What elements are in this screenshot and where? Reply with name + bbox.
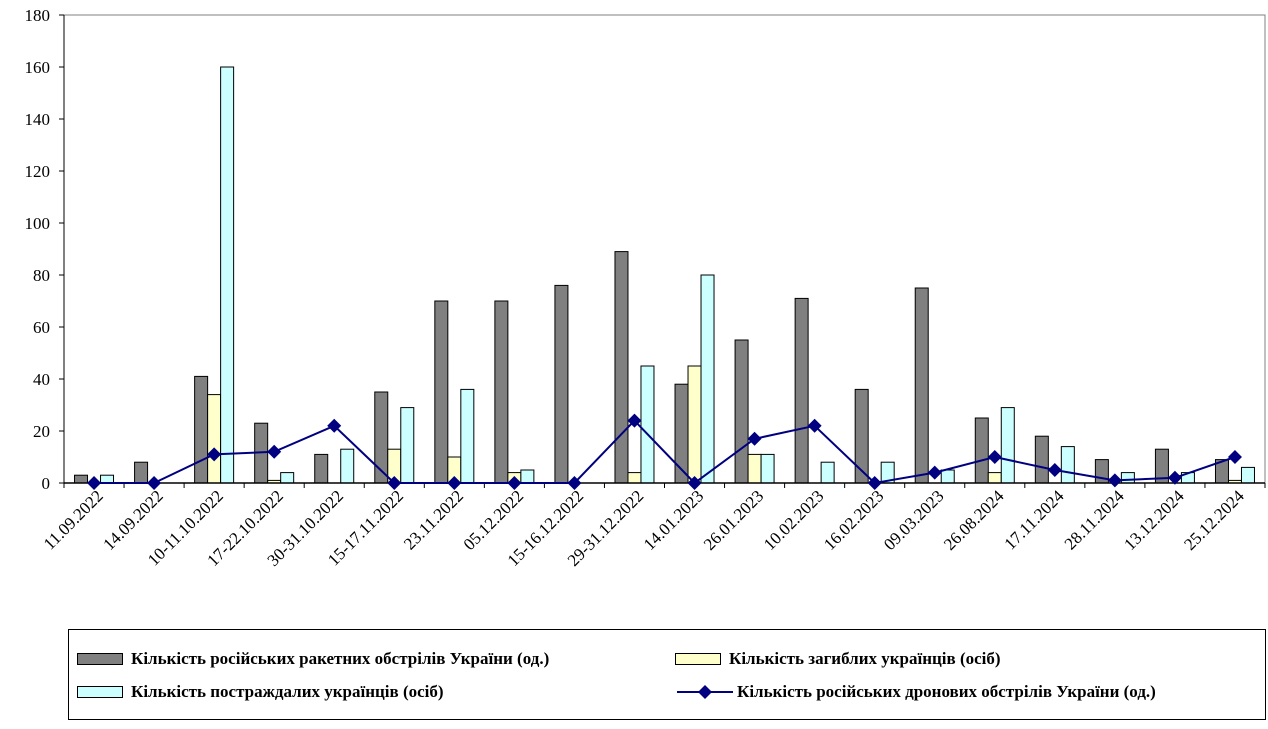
y-tick-label: 160 <box>25 58 51 77</box>
y-tick-label: 180 <box>25 6 51 25</box>
bar <box>280 472 295 484</box>
bar <box>940 469 955 484</box>
line-point <box>87 476 102 490</box>
bar <box>194 375 209 484</box>
legend-swatch-injured <box>77 686 123 698</box>
line-point <box>987 450 1002 464</box>
bar <box>627 472 642 484</box>
bar <box>1060 446 1075 484</box>
line-point <box>327 418 342 433</box>
bar <box>220 66 235 484</box>
bar <box>134 461 149 484</box>
bar <box>974 417 989 484</box>
bar <box>987 472 1002 484</box>
bar <box>687 365 702 484</box>
bar <box>794 297 809 484</box>
y-tick-label: 80 <box>33 266 50 285</box>
x-tick-label: 17.11.2024 <box>1001 486 1068 553</box>
line-point <box>207 447 222 462</box>
legend-label-injured: Кількість постраждалих українців (осіб) <box>131 682 444 701</box>
bar <box>1240 466 1255 484</box>
bar <box>1000 407 1015 484</box>
bar <box>460 388 475 484</box>
y-tick-label: 40 <box>33 370 50 389</box>
line-point <box>1107 473 1122 488</box>
x-tick-label: 16.02.2023 <box>820 486 888 554</box>
bar <box>400 407 415 484</box>
bar <box>207 394 222 484</box>
x-tick-label: 11.09.2022 <box>40 486 107 553</box>
series-line <box>94 419 1236 485</box>
x-tick-label: 09.03.2023 <box>880 486 948 554</box>
line-point <box>267 444 282 459</box>
bar <box>640 365 655 484</box>
line-point <box>927 465 942 480</box>
bar <box>520 469 535 484</box>
x-tick-label: 28.11.2024 <box>1061 486 1128 553</box>
bar <box>74 474 89 484</box>
line-point <box>867 476 882 490</box>
bar <box>854 388 869 484</box>
legend-swatch-rockets <box>77 653 123 665</box>
legend-label-drones: Кількість російських дронових обстрілів … <box>737 682 1156 701</box>
y-tick-label: 0 <box>42 474 51 493</box>
bar <box>340 448 355 484</box>
bar <box>760 453 775 484</box>
legend-item-drones: Кількість російських дронових обстрілів … <box>675 677 1156 707</box>
line-point <box>447 476 462 490</box>
y-tick-label: 120 <box>25 162 51 181</box>
y-tick-label: 100 <box>25 214 51 233</box>
legend-swatch-killed <box>675 653 721 665</box>
x-tick-label: 23.11.2022 <box>400 486 467 553</box>
line-point <box>1227 450 1242 464</box>
y-tick-label: 140 <box>25 110 51 129</box>
y-tick-label: 20 <box>33 422 50 441</box>
bar <box>434 300 449 484</box>
legend-swatch-drones <box>677 685 733 699</box>
x-tick-label: 26.01.2023 <box>700 486 768 554</box>
line-point <box>1167 470 1182 485</box>
x-tick-label: 14.01.2023 <box>640 486 708 554</box>
plot-area <box>63 14 1266 484</box>
bar <box>914 287 929 484</box>
bar <box>1120 472 1135 484</box>
bar <box>1034 435 1049 484</box>
line-point <box>567 476 582 490</box>
line-point <box>807 418 822 433</box>
x-tick-label: 13.12.2024 <box>1120 486 1188 554</box>
legend: Кількість російських ракетних обстрілів … <box>68 629 1266 720</box>
bar <box>700 274 715 484</box>
line-point <box>147 476 162 490</box>
line-point <box>687 476 702 490</box>
bar <box>614 251 629 484</box>
line-point <box>627 413 642 428</box>
y-tick-label: 60 <box>33 318 50 337</box>
line-point <box>1047 463 1062 477</box>
x-tick-label: 10.02.2023 <box>760 486 828 554</box>
bar <box>820 461 835 484</box>
bar <box>314 453 329 484</box>
legend-label-rockets: Кількість російських ракетних обстрілів … <box>131 649 550 668</box>
bar <box>734 339 749 484</box>
x-tick-label: 26.08.2024 <box>940 486 1008 554</box>
legend-item-injured: Кількість постраждалих українців (осіб) <box>77 677 444 707</box>
legend-item-killed: Кількість загиблих українців (осіб) <box>675 644 1001 674</box>
legend-item-rockets: Кількість російських ракетних обстрілів … <box>77 644 549 674</box>
x-tick-label: 25.12.2024 <box>1180 486 1248 554</box>
bar <box>100 474 115 484</box>
legend-label-killed: Кількість загиблих українців (осіб) <box>729 649 1001 668</box>
line-point <box>387 476 402 490</box>
line-point <box>507 476 522 490</box>
bar <box>494 300 509 484</box>
line-point <box>747 431 762 446</box>
bar <box>747 453 762 484</box>
bar <box>554 284 569 484</box>
